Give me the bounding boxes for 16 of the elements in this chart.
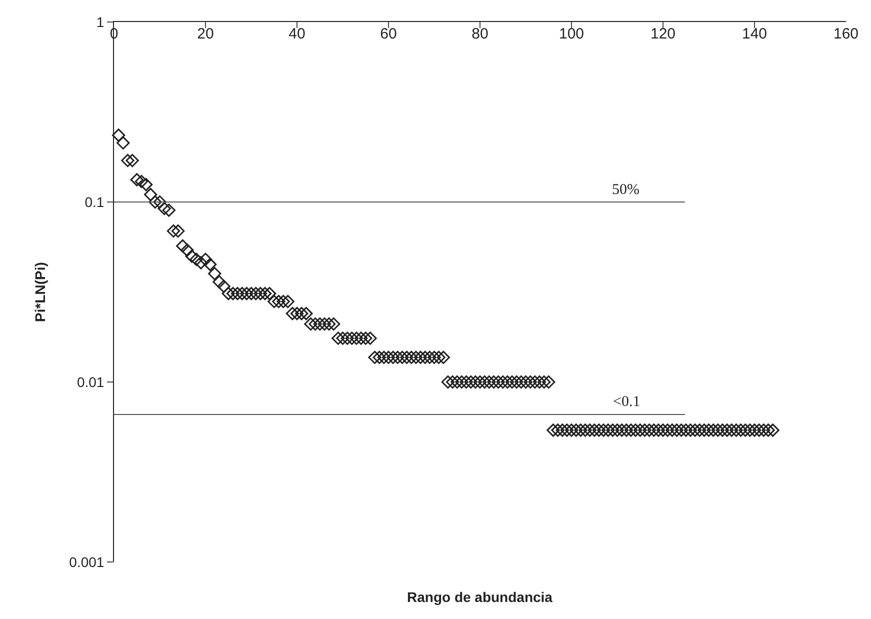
annotation: <0.1 bbox=[613, 394, 640, 410]
annotation: 50% bbox=[612, 182, 640, 198]
x-tick-label: 120 bbox=[650, 26, 676, 42]
x-tick-label: 140 bbox=[742, 26, 768, 42]
x-tick-label: 160 bbox=[833, 26, 859, 42]
x-tick-label: 80 bbox=[472, 26, 488, 42]
y-tick-label: 0.1 bbox=[84, 194, 104, 210]
y-tick-label: 0.001 bbox=[69, 554, 104, 570]
x-tick-label: 100 bbox=[558, 26, 584, 42]
x-tick-label: 40 bbox=[288, 26, 306, 42]
y-tick-label: 1 bbox=[96, 14, 104, 30]
y-tick-label: 0.01 bbox=[76, 374, 104, 390]
x-axis-title: Rango de abundancia bbox=[407, 589, 553, 605]
x-tick-label: 60 bbox=[380, 26, 397, 42]
x-tick-label: 20 bbox=[197, 26, 214, 42]
y-axis-title: Pi*LN(Pi) bbox=[32, 262, 48, 322]
